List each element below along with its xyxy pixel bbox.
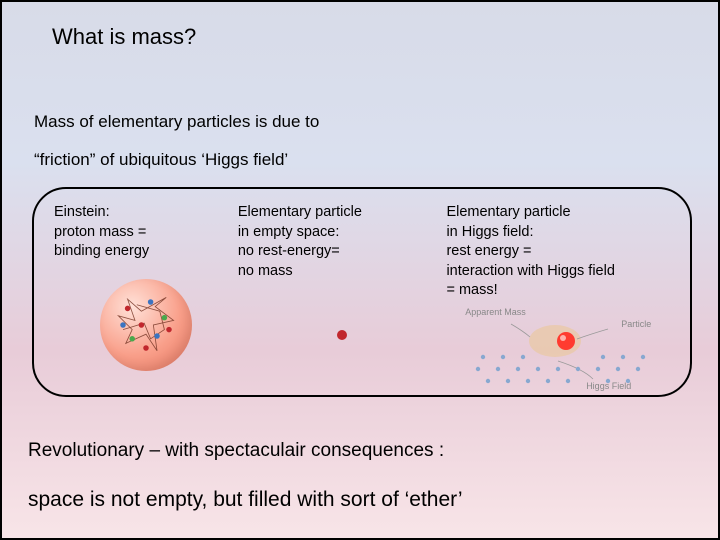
label-higgs-field: Higgs Field — [586, 381, 631, 391]
concepts-panel: Einstein: proton mass = binding energy — [32, 187, 692, 397]
column-empty-space: Elementary particle in empty space: no r… — [238, 203, 447, 381]
einstein-l1: Einstein: — [54, 204, 110, 220]
conclusion-line-1: Revolutionary – with spectaculair conseq… — [28, 440, 444, 462]
einstein-l2: proton mass = — [54, 224, 146, 240]
empty-text: Elementary particle in empty space: no r… — [238, 203, 447, 281]
particle-dot-icon — [337, 330, 347, 340]
page-title: What is mass? — [52, 24, 196, 50]
intro-line-1: Mass of elementary particles is due to — [34, 112, 319, 132]
higgs-l3: rest energy = — [446, 243, 531, 259]
higgs-l1: Elementary particle — [446, 204, 570, 220]
higgs-l4: interaction with Higgs field — [446, 263, 614, 279]
empty-l1: Elementary particle — [238, 204, 362, 220]
proton-illustration — [54, 270, 238, 381]
column-higgs: Elementary particle in Higgs field: rest… — [446, 203, 670, 381]
higgs-text: Elementary particle in Higgs field: rest… — [446, 203, 670, 301]
einstein-l3: binding energy — [54, 243, 149, 259]
higgs-l2: in Higgs field: — [446, 224, 533, 240]
einstein-text: Einstein: proton mass = binding energy — [54, 203, 238, 262]
column-einstein: Einstein: proton mass = binding energy — [54, 203, 238, 381]
empty-l2: in empty space: — [238, 224, 340, 240]
conclusion-line-2: space is not empty, but filled with sort… — [28, 488, 463, 512]
intro-line-2: “friction” of ubiquitous ‘Higgs field’ — [34, 150, 288, 170]
empty-l3: no rest-energy= — [238, 243, 340, 259]
empty-l4: no mass — [238, 263, 293, 279]
label-apparent-mass: Apparent Mass — [465, 307, 526, 317]
label-particle: Particle — [621, 319, 651, 329]
empty-space-illustration — [238, 289, 447, 381]
proton-sphere-icon — [100, 279, 192, 371]
higgs-field-illustration: Apparent Mass Particle Higgs Field — [446, 309, 670, 389]
higgs-l5: = mass! — [446, 282, 497, 298]
